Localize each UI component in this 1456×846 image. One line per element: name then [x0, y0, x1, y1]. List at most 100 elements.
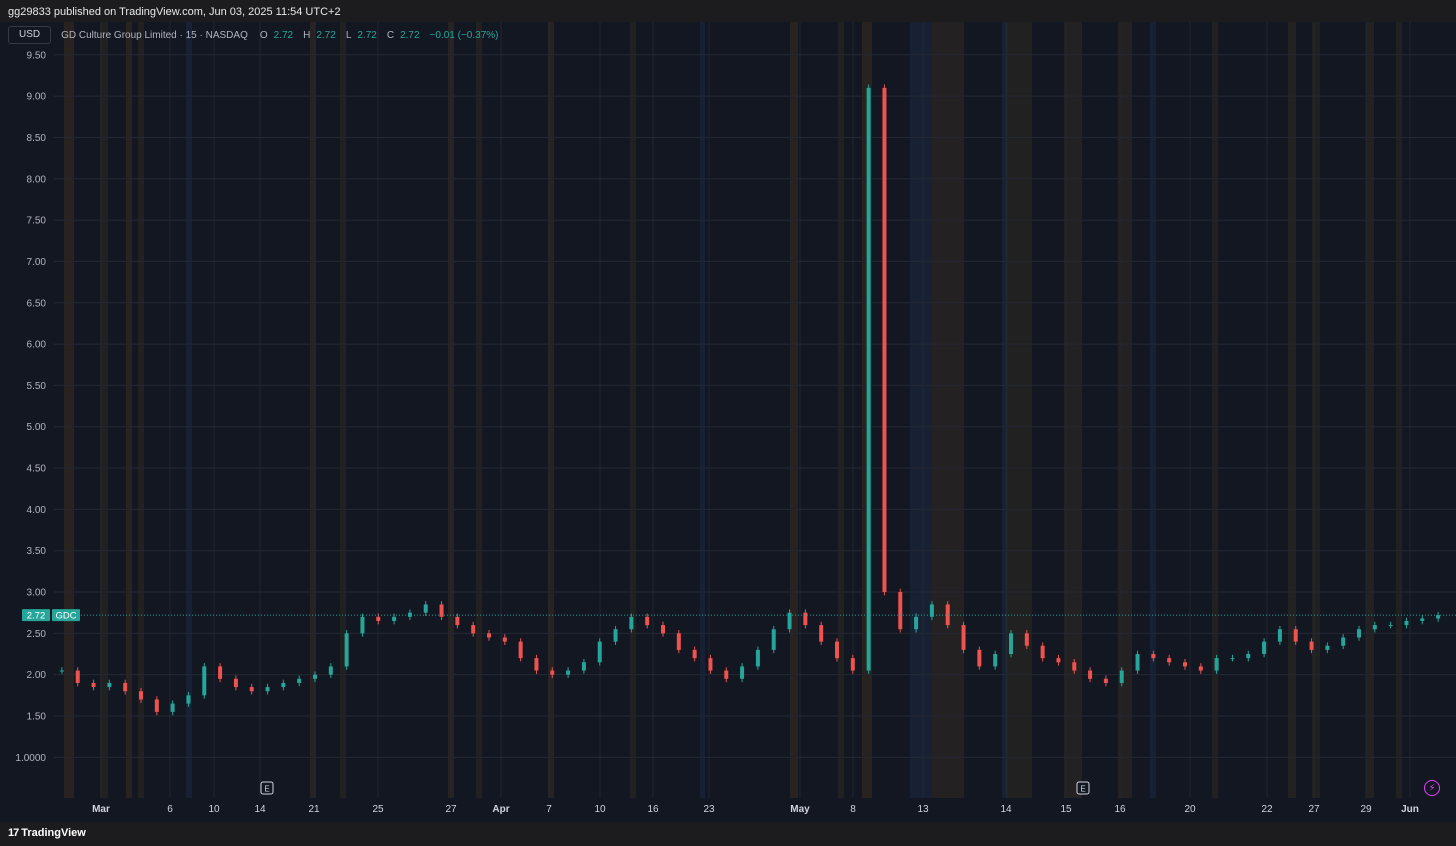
chart-panel[interactable]: 1.0000 1.50 2.00 2.50 3.00 3.50 4.00 4.50 5.00 5.… — [0, 22, 1456, 822]
top-bar: gg29833 published on TradingView.com, Ju… — [0, 0, 1456, 22]
candle-body — [139, 691, 143, 700]
x-tick-label: Mar — [92, 804, 110, 815]
x-tick-label: Apr — [492, 804, 509, 815]
candle-body — [1103, 678, 1108, 683]
tradingview-logo[interactable]: 17 TradingView — [8, 827, 86, 839]
candle-body — [313, 674, 317, 679]
y-tick-label: 1.0000 — [15, 753, 46, 764]
y-tick-label: 3.50 — [27, 546, 47, 557]
candle-body — [1119, 670, 1124, 683]
candle-body — [1293, 629, 1298, 642]
candle-body — [1072, 662, 1077, 671]
candle-body — [1198, 666, 1203, 671]
candle-body — [724, 670, 729, 679]
open-label: O — [259, 29, 268, 41]
candle-body — [1404, 620, 1409, 626]
candle-body — [59, 670, 64, 672]
session-band — [476, 22, 482, 798]
y-tick-label: 2.50 — [27, 629, 47, 640]
candle-body — [1167, 658, 1172, 663]
candle-body — [328, 666, 333, 675]
ticker-tag-label: GDC — [55, 611, 76, 622]
candle-body — [1341, 637, 1346, 646]
candle-body — [692, 649, 697, 659]
y-tick-label: 1.50 — [27, 712, 47, 723]
vertical-gridlines — [100, 22, 1411, 798]
y-tick-label: 5.00 — [27, 422, 47, 433]
y-tick-label: 3.00 — [27, 588, 47, 599]
candle-body — [914, 616, 919, 630]
candle-body — [1151, 654, 1156, 659]
y-tick-label: 9.50 — [27, 50, 47, 61]
candle-body — [819, 625, 824, 642]
symbol-title[interactable]: GD Culture Group Limited · 15 · NASDAQ — [61, 29, 248, 41]
session-band — [340, 22, 346, 798]
session-band — [126, 22, 132, 798]
candle-body — [186, 695, 191, 704]
earnings-marker-icon[interactable] — [260, 781, 274, 795]
candle-body — [1262, 641, 1267, 655]
earnings-marker-icon[interactable] — [1076, 781, 1090, 795]
session-band — [1212, 22, 1218, 798]
high-value: 2.72 — [316, 29, 336, 41]
chart-legend: USD GD Culture Group Limited · 15 · NASD… — [8, 25, 498, 45]
candle-body — [803, 612, 808, 626]
candle-body — [502, 637, 507, 642]
bottom-bar: 17 TradingView — [0, 822, 1456, 846]
x-tick-label: 6 — [167, 804, 173, 815]
candle-body — [423, 604, 428, 613]
candle-body — [1325, 645, 1330, 650]
candle-body — [1277, 629, 1282, 642]
y-tick-label: 6.50 — [27, 298, 47, 309]
x-tick-label: 10 — [594, 804, 606, 815]
session-band — [1064, 22, 1082, 798]
candle-body — [439, 604, 444, 617]
session-band — [910, 22, 932, 798]
candle-body — [202, 666, 207, 696]
candle-body — [676, 633, 681, 650]
candle-body — [123, 682, 128, 692]
flash-icon[interactable]: ⚡ — [1424, 780, 1440, 796]
candle-body — [1388, 625, 1393, 627]
y-tick-label: 8.50 — [27, 133, 47, 144]
candle-body — [534, 658, 539, 671]
candle-body — [471, 625, 476, 634]
currency-button[interactable]: USD — [8, 26, 52, 44]
x-tick-label: 21 — [308, 804, 320, 815]
chart-canvas[interactable]: 1.0000 1.50 2.00 2.50 3.00 3.50 4.00 4.50 5.00 5.… — [0, 22, 1456, 822]
session-band — [1366, 22, 1374, 798]
brand-text: TradingView — [21, 827, 86, 839]
candle-body — [581, 662, 586, 671]
y-tick-label: 8.00 — [27, 174, 47, 185]
candle-body — [755, 649, 760, 667]
tradingview-logo-icon: 17 — [8, 827, 19, 839]
x-tick-label: 20 — [1184, 804, 1196, 815]
candle-series — [59, 84, 1441, 716]
candle-body — [629, 616, 634, 630]
candle-body — [1214, 658, 1219, 671]
candle-body — [550, 670, 555, 675]
session-band — [100, 22, 108, 798]
candle-body — [613, 629, 618, 642]
price-tag-box — [22, 609, 50, 622]
last-price-line: 2.72 GDC — [22, 609, 1456, 622]
session-band — [1150, 22, 1156, 798]
candle-body — [898, 592, 903, 630]
x-tick-label: 13 — [917, 804, 929, 815]
open-value: 2.72 — [273, 29, 294, 41]
x-tick-label: 14 — [254, 804, 266, 815]
x-tick-label: 16 — [1114, 804, 1126, 815]
x-tick-label: 15 — [1060, 804, 1072, 815]
candle-body — [945, 604, 950, 626]
candle-body — [1040, 645, 1045, 659]
session-band — [138, 22, 144, 798]
candle-body — [771, 629, 776, 650]
x-axis: Mar 6 10 14 21 25 27 Apr 7 10 16 23 May 8 13 14 15 16 20 22… — [92, 804, 1419, 815]
candle-body — [154, 699, 159, 712]
x-tick-label: 23 — [703, 804, 715, 815]
y-tick-label: 7.50 — [27, 216, 47, 227]
y-axis: 1.0000 1.50 2.00 2.50 3.00 3.50 4.00 4.50 5.00 5.… — [15, 50, 46, 764]
y-tick-label: 7.00 — [27, 257, 47, 268]
candle-body — [1135, 654, 1140, 671]
